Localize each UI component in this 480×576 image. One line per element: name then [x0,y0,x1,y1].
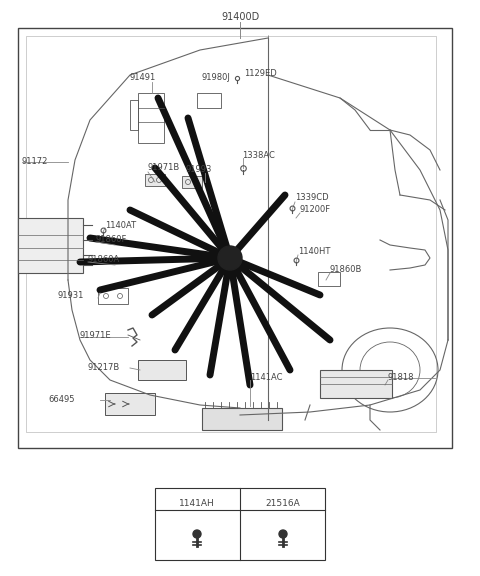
Text: 91818: 91818 [388,373,415,382]
Text: 91860F: 91860F [96,236,127,244]
Text: 91491: 91491 [130,74,156,82]
Text: 91400D: 91400D [221,12,259,22]
Text: 91931: 91931 [58,291,84,301]
Text: 91971E: 91971E [80,331,112,339]
Bar [18,28,452,448]
Text: 1140AT: 1140AT [105,221,136,229]
Text: 1141AH: 1141AH [179,499,215,509]
Bar [182,176,202,188]
Text: 1140HT: 1140HT [298,248,330,256]
Bar [26,36,436,432]
Text: 91217B: 91217B [88,363,120,373]
Bar [318,272,340,286]
Text: 91980J: 91980J [202,74,231,82]
Text: 91993: 91993 [185,165,211,175]
Bar [202,408,282,430]
Text: 1339CD: 1339CD [295,194,329,203]
Text: 66495: 66495 [48,396,74,404]
Text: 1338AC: 1338AC [242,150,275,160]
Circle shape [218,246,242,270]
Bar [155,488,325,560]
Text: 91971B: 91971B [148,164,180,172]
Bar [320,370,392,398]
Circle shape [193,530,201,538]
Bar [145,174,165,186]
Bar [130,100,138,130]
Bar [18,218,83,273]
Text: 21516A: 21516A [265,499,300,509]
Bar [98,288,128,304]
Text: 91860B: 91860B [330,266,362,275]
Text: 91200F: 91200F [300,206,331,214]
Bar [197,93,221,108]
Circle shape [279,530,287,538]
Bar [105,393,155,415]
Text: 1141AC: 1141AC [250,373,283,382]
Bar [138,93,164,143]
Text: 91172: 91172 [22,157,48,166]
Text: 91860A: 91860A [88,256,120,264]
Text: 1129ED: 1129ED [244,69,277,78]
Bar [138,360,186,380]
